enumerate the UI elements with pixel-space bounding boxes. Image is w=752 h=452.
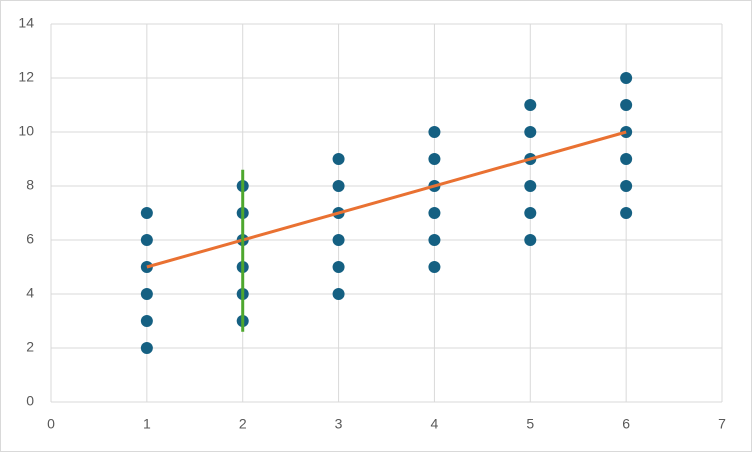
point	[428, 207, 441, 219]
point	[524, 207, 537, 219]
x-tick-label: 0	[47, 416, 55, 432]
x-tick-label: 7	[718, 416, 726, 432]
point	[332, 261, 345, 273]
point	[428, 261, 441, 273]
point	[620, 99, 633, 111]
x-tick-label: 5	[526, 416, 534, 432]
point	[332, 288, 345, 300]
point	[524, 180, 537, 192]
y-tick-label: 4	[26, 285, 34, 301]
point	[140, 207, 153, 219]
y-tick-label: 12	[18, 69, 34, 85]
point	[332, 153, 345, 165]
y-tick-label: 8	[26, 177, 34, 193]
point	[620, 72, 633, 84]
point	[428, 153, 441, 165]
y-tick-label: 14	[18, 15, 34, 31]
point	[428, 234, 441, 246]
x-tick-label: 1	[143, 416, 151, 432]
point	[332, 234, 345, 246]
y-tick-label: 0	[26, 393, 34, 409]
point	[620, 153, 633, 165]
line	[146, 130, 627, 269]
point	[620, 207, 633, 219]
x-tick-label: 3	[335, 416, 343, 432]
point	[524, 234, 537, 246]
x-tick-label: 6	[622, 416, 630, 432]
point	[140, 288, 153, 300]
point	[428, 126, 441, 138]
point	[140, 315, 153, 327]
y-tick-label: 10	[18, 123, 34, 139]
x-tick-label: 2	[239, 416, 247, 432]
point	[620, 180, 633, 192]
point	[524, 99, 537, 111]
point	[140, 234, 153, 246]
x-tick-label: 4	[431, 416, 439, 432]
point	[140, 342, 153, 354]
point	[332, 180, 345, 192]
y-tick-label: 6	[26, 231, 34, 247]
point	[524, 126, 537, 138]
y-tick-label: 2	[26, 339, 34, 355]
